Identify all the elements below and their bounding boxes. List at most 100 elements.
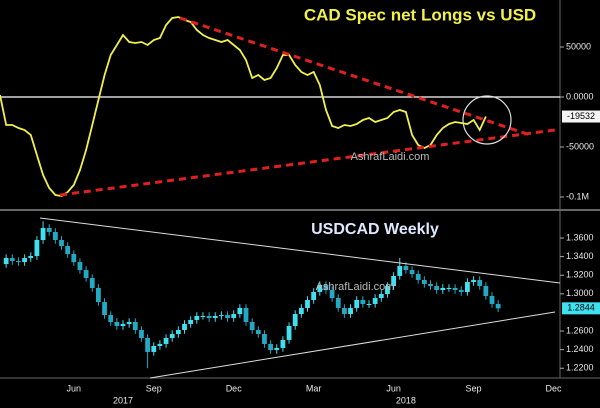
x-tick-label: Mar bbox=[306, 383, 322, 393]
candle-body bbox=[102, 302, 107, 316]
candle-body bbox=[206, 315, 212, 319]
candle-body bbox=[139, 330, 144, 339]
candle-body bbox=[83, 270, 89, 279]
candle-body bbox=[108, 315, 114, 323]
trend-line bbox=[179, 16, 531, 137]
candle-body bbox=[397, 266, 403, 276]
y-tick-label: 1.2600 bbox=[566, 325, 594, 335]
x-tick-label: Jun bbox=[67, 383, 82, 393]
candle-body bbox=[446, 287, 452, 289]
candle-body bbox=[360, 299, 366, 304]
candle-body bbox=[16, 261, 21, 263]
candle-body bbox=[471, 279, 476, 283]
candle-body bbox=[96, 287, 101, 303]
y-tick-label: 1.3000 bbox=[566, 288, 594, 298]
candle-body bbox=[403, 266, 409, 271]
candle-body bbox=[489, 295, 495, 304]
y-tick-label: -50000 bbox=[566, 141, 594, 151]
candle-body bbox=[378, 294, 384, 299]
candle-body bbox=[458, 290, 464, 292]
candle-body bbox=[286, 326, 292, 340]
trend-line bbox=[39, 217, 561, 284]
y-tick-label: 0.0000 bbox=[566, 91, 594, 101]
candle-body bbox=[366, 303, 372, 305]
candle-body bbox=[274, 347, 280, 351]
x-year-label: 2018 bbox=[396, 395, 416, 405]
watermark: AshrafLaidi.com bbox=[316, 281, 395, 293]
y-tick-label: 1.3600 bbox=[566, 232, 594, 242]
candle-body bbox=[200, 315, 206, 317]
candle-body bbox=[175, 330, 181, 335]
candle-body bbox=[421, 279, 427, 284]
x-tick-label: Jun bbox=[386, 383, 401, 393]
candle-body bbox=[243, 307, 249, 323]
last-value-box bbox=[562, 302, 600, 315]
last-value-label: -19532 bbox=[567, 111, 595, 121]
candle-body bbox=[354, 299, 360, 308]
x-year-label: 2017 bbox=[113, 395, 133, 405]
y-tick-label: 1.2400 bbox=[566, 344, 594, 354]
candle-body bbox=[372, 298, 378, 304]
y-tick-label: -0.1M bbox=[566, 191, 589, 201]
candle-body bbox=[452, 287, 458, 291]
candle-body bbox=[132, 322, 138, 331]
trend-line bbox=[149, 311, 556, 379]
candle-body bbox=[323, 285, 329, 291]
candle-body bbox=[391, 275, 396, 287]
candle-body bbox=[385, 286, 390, 295]
candle-body bbox=[34, 239, 40, 256]
candle-body bbox=[77, 262, 83, 271]
candle-body bbox=[126, 322, 132, 324]
candle-body bbox=[46, 227, 52, 232]
candle-body bbox=[114, 322, 120, 327]
watermark: AshrafLaidi.com bbox=[351, 151, 430, 163]
candle-body bbox=[59, 239, 64, 247]
candle-body bbox=[212, 315, 218, 319]
chart-title: CAD Spec net Longs vs USD bbox=[304, 5, 536, 24]
candle-body bbox=[477, 279, 483, 287]
candle-body bbox=[40, 227, 46, 240]
candle-body bbox=[237, 307, 243, 315]
candle-body bbox=[219, 315, 224, 317]
y-tick-label: 50000 bbox=[566, 41, 591, 51]
candle-body bbox=[157, 343, 163, 347]
marks: 50000 0.0000 -50000 -0.1M -19532 1.3600 1.3400… bbox=[0, 16, 600, 405]
candle-body bbox=[409, 270, 415, 275]
candle-body bbox=[348, 307, 353, 315]
y-tick-label: 1.3200 bbox=[566, 270, 594, 280]
candle-body bbox=[428, 283, 433, 287]
x-tick-label: Sep bbox=[146, 383, 162, 393]
candle-body bbox=[3, 258, 9, 265]
x-tick-label: Dec bbox=[545, 383, 562, 393]
candle-body bbox=[120, 323, 126, 327]
candle-body bbox=[335, 298, 341, 308]
candle-body bbox=[415, 274, 421, 280]
candle-body bbox=[317, 285, 323, 292]
candle-body bbox=[329, 290, 335, 299]
candle-body bbox=[311, 291, 317, 300]
candle-body bbox=[440, 287, 446, 291]
candle-body bbox=[231, 314, 237, 319]
candle-body bbox=[52, 231, 58, 240]
candle-body bbox=[225, 315, 230, 319]
candle-body bbox=[465, 282, 470, 292]
candle-body bbox=[89, 278, 95, 288]
last-value-box bbox=[562, 110, 600, 123]
x-tick-label: Dec bbox=[226, 383, 243, 393]
candle-body bbox=[194, 315, 200, 320]
candle-body bbox=[342, 307, 347, 315]
candle-body bbox=[249, 322, 255, 331]
candle-body bbox=[280, 339, 286, 348]
x-tick-label: Sep bbox=[466, 383, 482, 393]
candle-body bbox=[483, 286, 489, 296]
highlight-circle bbox=[462, 95, 512, 145]
last-value-label: 1.2844 bbox=[567, 303, 595, 313]
candle-body bbox=[305, 299, 310, 308]
y-tick-label: 1.3400 bbox=[566, 251, 594, 261]
candle-body bbox=[163, 338, 169, 344]
candle-body bbox=[268, 343, 273, 351]
candle-body bbox=[182, 323, 187, 331]
candle-body bbox=[262, 334, 267, 344]
candle-body bbox=[188, 319, 194, 324]
